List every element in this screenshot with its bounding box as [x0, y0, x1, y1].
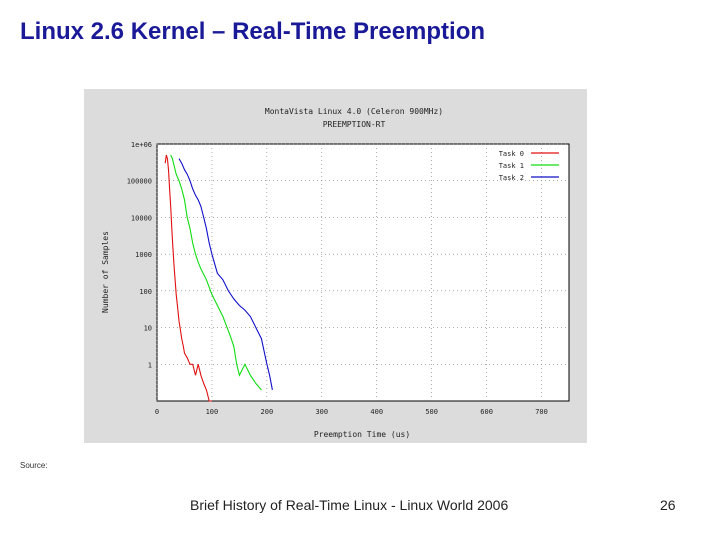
- line-chart: MontaVista Linux 4.0 (Celeron 900MHz) PR…: [84, 89, 587, 443]
- legend-label: Task 2: [499, 174, 524, 182]
- x-tick-label: 200: [261, 408, 274, 416]
- legend-label: Task 0: [499, 150, 524, 158]
- x-tick-label: 500: [425, 408, 438, 416]
- x-tick-label: 700: [535, 408, 548, 416]
- x-axis-label: Preemption Time (us): [314, 430, 410, 439]
- legend: Task 0 Task 1 Task 2: [499, 150, 559, 182]
- chart-subtitle: PREEMPTION-RT: [323, 120, 386, 129]
- y-tick-label: 100: [139, 288, 152, 296]
- y-tick-label: 10: [144, 325, 152, 333]
- series-line-task-0: [164, 154, 212, 402]
- y-tick-label: 100000: [127, 178, 152, 186]
- series-line-task-1: [170, 154, 262, 391]
- y-tick-label: 1000: [135, 251, 152, 259]
- grid-layer: [156, 143, 569, 401]
- tick-layer: 0 100 200 300 400 500 600 700 1e+06 100000 10000 10…: [127, 141, 548, 416]
- series-line-task-2: [178, 158, 273, 391]
- y-tick-label: 1: [148, 361, 152, 369]
- x-tick-label: 600: [480, 408, 493, 416]
- slide-title: Linux 2.6 Kernel – Real-Time Preemption: [20, 18, 486, 45]
- y-tick-label: 10000: [131, 214, 152, 222]
- page-number: 26: [660, 497, 676, 513]
- legend-label: Task 1: [499, 162, 524, 170]
- source-note: Source:: [20, 461, 48, 470]
- footer-text: Brief History of Real-Time Linux - Linux…: [190, 497, 509, 513]
- chart-image: MontaVista Linux 4.0 (Celeron 900MHz) PR…: [84, 89, 587, 443]
- x-tick-label: 100: [206, 408, 219, 416]
- x-tick-label: 300: [315, 408, 328, 416]
- series-layer: [164, 154, 273, 402]
- y-axis-label: Number of Samples: [101, 231, 110, 313]
- plot-frame: [156, 143, 570, 402]
- x-tick-label: 400: [370, 408, 383, 416]
- x-tick-label: 0: [155, 408, 159, 416]
- chart-title: MontaVista Linux 4.0 (Celeron 900MHz): [265, 107, 443, 116]
- y-tick-label: 1e+06: [131, 141, 152, 149]
